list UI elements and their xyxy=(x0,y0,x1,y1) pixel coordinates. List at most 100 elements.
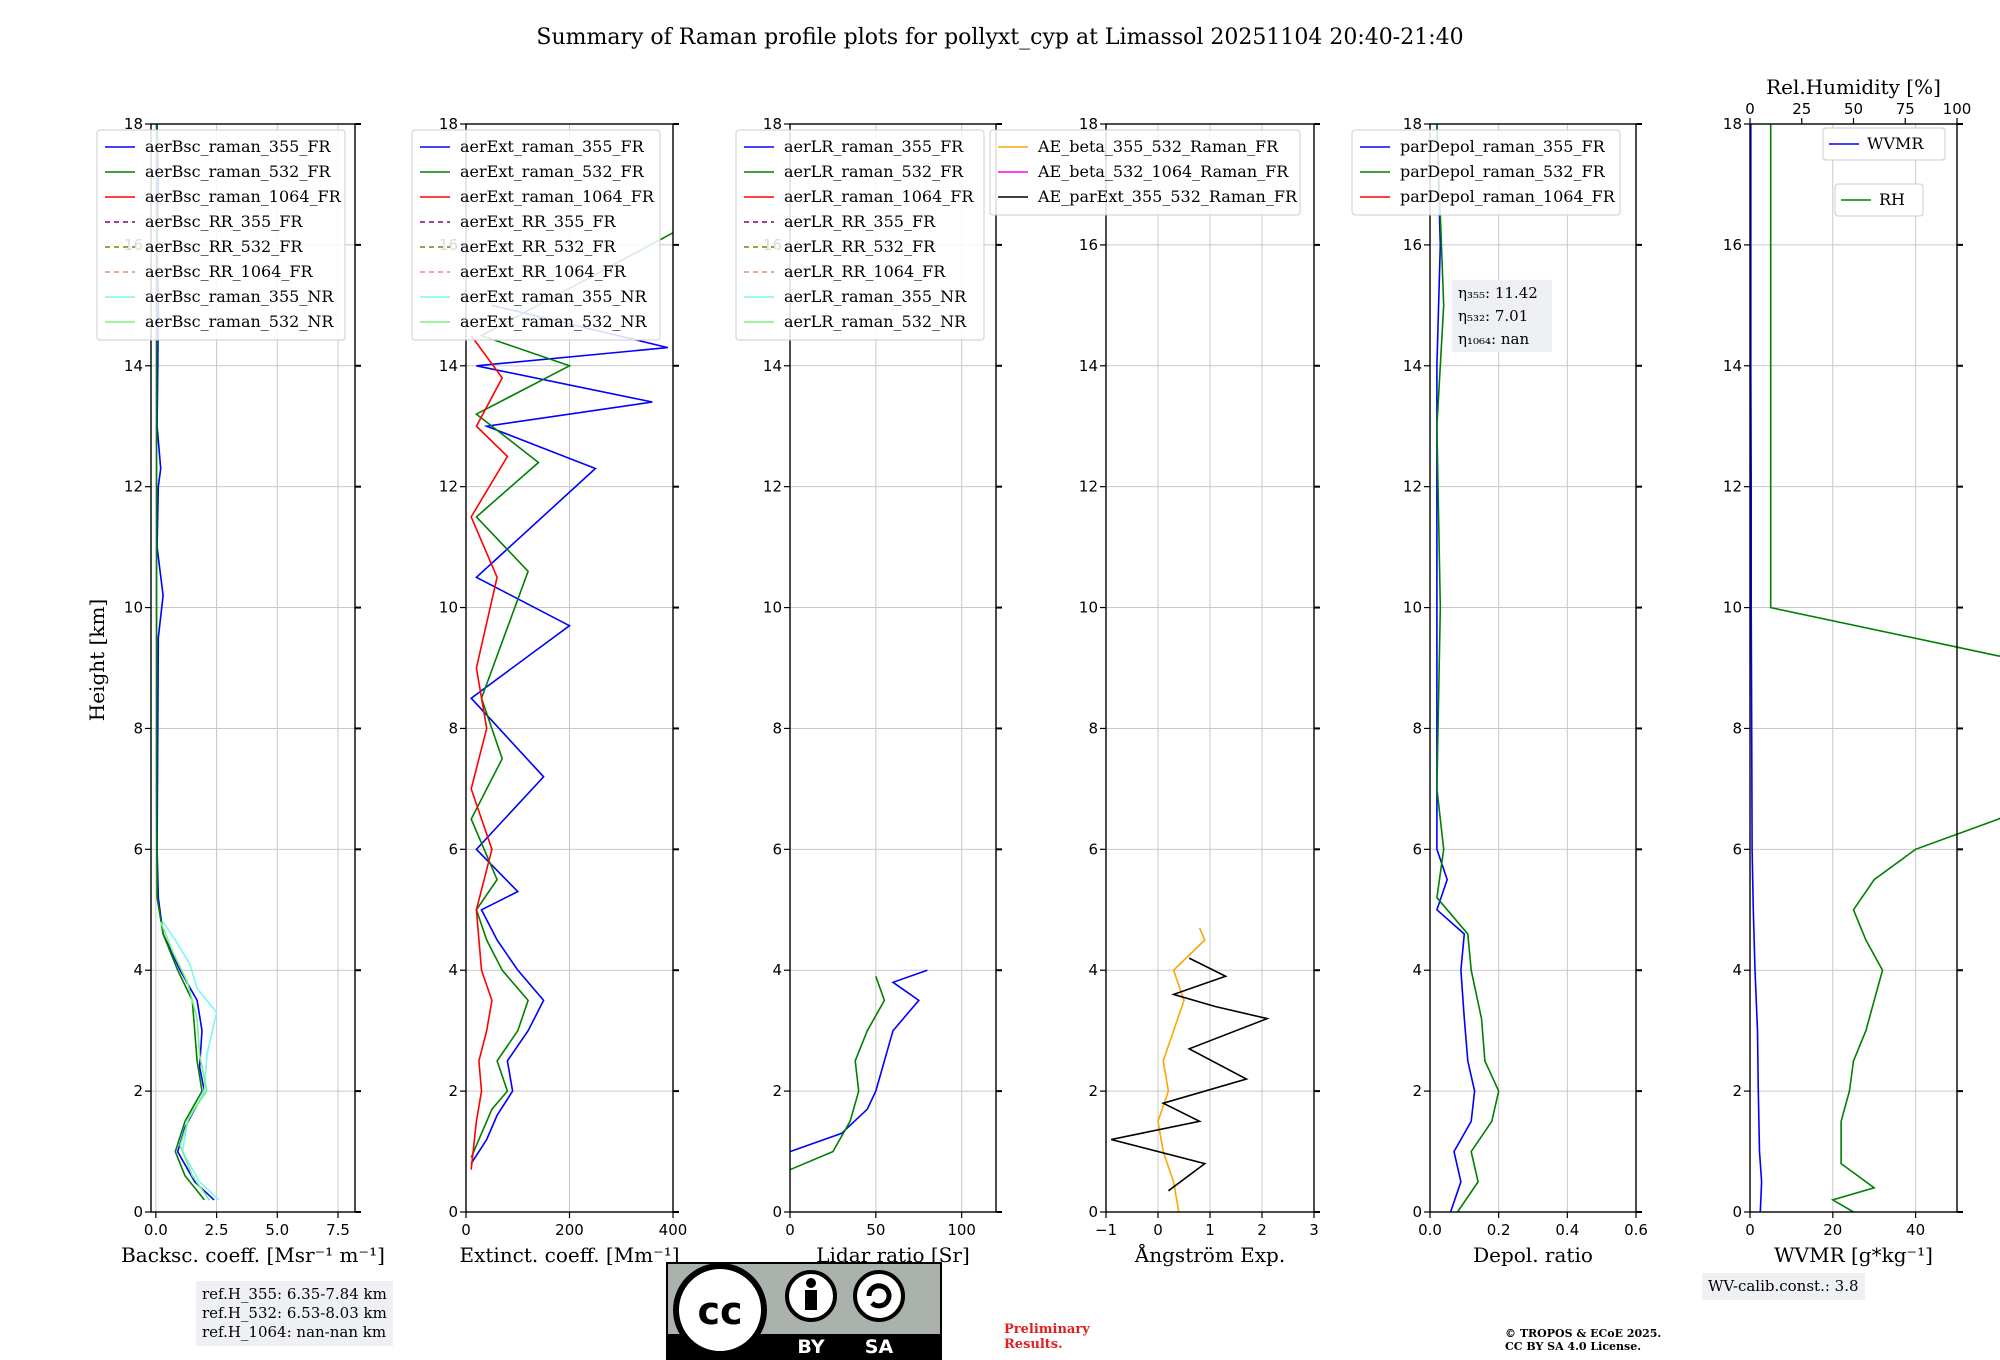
height-tick-label: 0 xyxy=(1732,1203,1742,1221)
series-aerExt_raman_355_FR xyxy=(470,304,668,1165)
height-tick-label: 6 xyxy=(1732,840,1742,858)
height-tick-label: 10 xyxy=(1403,599,1422,617)
height-tick-label: 6 xyxy=(1088,840,1098,858)
legend-box xyxy=(1351,129,1621,216)
annotation-box xyxy=(1452,280,1552,352)
x-tick-label: 0.0 xyxy=(1418,1221,1442,1239)
x-axis-label: Ångström Exp. xyxy=(1134,1242,1285,1267)
height-tick-label: 18 xyxy=(1723,115,1742,133)
height-tick-label: 4 xyxy=(772,961,782,979)
height-tick-label: 0 xyxy=(133,1203,143,1221)
x-tick-label: 3 xyxy=(1309,1221,1319,1239)
x-tick-label: 20 xyxy=(1823,1221,1842,1239)
cc-logo-text: cc xyxy=(697,1289,742,1333)
axes-frame xyxy=(150,123,356,1213)
height-tick-label: 12 xyxy=(124,478,143,496)
height-tick-label: 12 xyxy=(439,478,458,496)
height-tick-label: 0 xyxy=(448,1203,458,1221)
height-tick-label: 18 xyxy=(1403,115,1422,133)
annotation-text: η₅₃₂: 7.01 xyxy=(1458,307,1528,325)
height-tick-label: 18 xyxy=(1079,115,1098,133)
height-tick-label: 12 xyxy=(1403,478,1422,496)
by-person-body-icon xyxy=(805,1290,817,1310)
height-tick-label: 14 xyxy=(439,357,458,375)
top-x-tick-label: 100 xyxy=(1943,100,1972,118)
legend-label: aerExt_raman_1064_FR xyxy=(460,187,655,206)
height-tick-label: 0 xyxy=(1088,1203,1098,1221)
wv-calibration-text: WV-calib.const.: 3.8 xyxy=(1708,1277,1859,1295)
series-aerExt_raman_1064_FR xyxy=(470,335,509,1170)
figure-title: Summary of Raman profile plots for polly… xyxy=(536,25,1463,50)
legend-label: aerBsc_RR_1064_FR xyxy=(145,262,314,281)
legend-label: WVMR xyxy=(1867,134,1924,153)
legend-label: parDepol_raman_1064_FR xyxy=(1400,187,1616,206)
legend-box xyxy=(411,129,661,341)
annotation-text: η₁₀₆₄: nan xyxy=(1458,330,1529,348)
series-aerLR_raman_355_FR xyxy=(789,969,928,1153)
legend-label: parDepol_raman_532_FR xyxy=(1400,162,1606,181)
cc-logo-icon xyxy=(673,1263,767,1357)
height-tick-label: 0 xyxy=(1412,1203,1422,1221)
by-person-head-icon xyxy=(806,1278,816,1288)
height-tick-label: 14 xyxy=(1723,357,1742,375)
height-tick-label: 6 xyxy=(772,840,782,858)
legend-label: AE_parExt_355_532_Raman_FR xyxy=(1037,187,1298,206)
sa-arrow-icon xyxy=(866,1283,892,1309)
top-x-tick-label: 50 xyxy=(1844,100,1863,118)
height-tick-label: 2 xyxy=(1732,1082,1742,1100)
legend-label: aerLR_RR_1064_FR xyxy=(784,262,946,281)
legend-label: aerExt_raman_532_NR xyxy=(460,312,648,331)
legend-label: AE_beta_532_1064_Raman_FR xyxy=(1037,162,1289,181)
axes-frame xyxy=(1749,123,1958,1213)
x-tick-label: 0 xyxy=(461,1221,471,1239)
series-AE_beta_355_532_Raman_FR xyxy=(1157,927,1206,1213)
legend-box xyxy=(96,129,346,341)
height-tick-label: 4 xyxy=(133,961,143,979)
height-tick-label: 10 xyxy=(763,599,782,617)
height-tick-label: 8 xyxy=(772,719,782,737)
height-tick-label: 2 xyxy=(1412,1082,1422,1100)
legend-box xyxy=(1822,127,1946,161)
preliminary-line-1: Preliminary xyxy=(1004,1322,1090,1337)
x-axis-label: WVMR [g*kg⁻¹] xyxy=(1774,1243,1933,1267)
legend-label: aerLR_raman_532_FR xyxy=(784,162,964,181)
sa-label: SA xyxy=(865,1336,894,1358)
legend-label: aerLR_raman_1064_FR xyxy=(784,187,974,206)
x-tick-label: 2 xyxy=(1257,1221,1267,1239)
x-axis-label: Extinct. coeff. [Mm⁻¹] xyxy=(459,1243,679,1267)
x-tick-label: −1 xyxy=(1095,1221,1117,1239)
series-AE_parExt_355_532_Raman_FR xyxy=(1111,957,1270,1192)
height-tick-label: 18 xyxy=(439,115,458,133)
height-tick-label: 4 xyxy=(1732,961,1742,979)
legend-label: aerBsc_raman_1064_FR xyxy=(145,187,342,206)
legend-label: aerBsc_RR_532_FR xyxy=(145,237,303,256)
axes-frame xyxy=(789,123,997,1213)
legend-label: aerBsc_raman_532_NR xyxy=(145,312,334,331)
series-WVMR xyxy=(1750,124,1763,1213)
height-tick-label: 18 xyxy=(124,115,143,133)
x-tick-label: 100 xyxy=(947,1221,976,1239)
height-tick-label: 12 xyxy=(1723,478,1742,496)
legend-box xyxy=(1834,183,1924,217)
height-tick-label: 4 xyxy=(1412,961,1422,979)
height-tick-label: 14 xyxy=(763,357,782,375)
height-tick-label: 18 xyxy=(763,115,782,133)
legend-label: aerBsc_raman_532_FR xyxy=(145,162,331,181)
x-tick-label: 0.4 xyxy=(1555,1221,1579,1239)
height-tick-label: 6 xyxy=(448,840,458,858)
series-parDepol_raman_355_FR xyxy=(1435,123,1476,1213)
x-axis-label: Backsc. coeff. [Msr⁻¹ m⁻¹] xyxy=(121,1243,385,1267)
height-tick-label: 14 xyxy=(1403,357,1422,375)
height-tick-label: 10 xyxy=(439,599,458,617)
height-tick-label: 8 xyxy=(1732,719,1742,737)
x-tick-label: 200 xyxy=(555,1221,584,1239)
legend-label: aerExt_raman_532_FR xyxy=(460,162,645,181)
height-tick-label: 10 xyxy=(1079,599,1098,617)
legend-label: aerLR_RR_355_FR xyxy=(784,212,936,231)
legend-label: aerExt_raman_355_FR xyxy=(460,137,645,156)
legend-label: aerLR_raman_355_FR xyxy=(784,137,964,156)
cc-by-sa-badge: cc BY SA xyxy=(666,1262,942,1360)
